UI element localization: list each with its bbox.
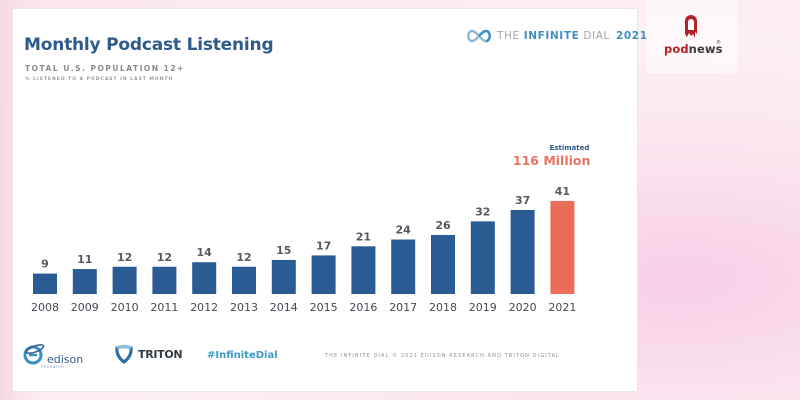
registered-mark: ® (716, 40, 721, 46)
value-label-2020: 37 (515, 194, 530, 207)
value-label-2019: 32 (475, 205, 490, 218)
year-label-2008: 2008 (31, 301, 59, 314)
brand-the: THE (497, 30, 520, 42)
bar-2013 (232, 266, 256, 294)
footer: edison research TRITON #InfiniteDial THE… (13, 339, 639, 379)
brand-infinite: INFINITE (523, 30, 580, 42)
bar-2019 (470, 221, 495, 294)
hashtag: #InfiniteDial (207, 350, 278, 361)
value-label-2017: 24 (396, 224, 412, 237)
triton-logo-icon (115, 344, 133, 364)
bar-2008 (33, 273, 57, 294)
value-label-2009: 11 (77, 253, 92, 266)
year-label-2020: 2020 (509, 301, 537, 314)
podnews-wordmark: podnews (664, 42, 723, 56)
edison-logo: edison research (23, 343, 84, 370)
infinity-icon (467, 29, 491, 43)
podnews-pod: pod (664, 42, 689, 56)
edison-text: edison (47, 353, 84, 366)
bar-2021 (550, 200, 575, 294)
chart-subtitle: TOTAL U.S. POPULATION 12+ (25, 64, 185, 73)
year-label-2013: 2013 (230, 301, 258, 314)
bar-2011 (152, 266, 177, 294)
value-label-2016: 21 (356, 230, 371, 243)
bar-2010 (112, 266, 137, 294)
bar-2016 (351, 246, 376, 294)
triton-logo: TRITON (114, 344, 183, 364)
value-label-2010: 12 (117, 251, 132, 264)
year-label-2014: 2014 (270, 301, 298, 314)
year-label-2021: 2021 (548, 301, 576, 314)
bar-2018 (431, 234, 455, 294)
value-label-2012: 14 (197, 246, 213, 259)
bar-2009 (72, 269, 97, 294)
bar-2014 (271, 259, 296, 294)
triton-text: TRITON (138, 347, 183, 361)
bars-group: 9 2008 11 2009 12 2010 12 2011 14 2012 12 2013 15 201… (31, 185, 576, 314)
bar-2020 (510, 210, 535, 294)
bar-2015 (311, 255, 336, 294)
podnews-news: news (688, 42, 723, 56)
year-label-2017: 2017 (389, 301, 417, 314)
year-label-2009: 2009 (71, 301, 99, 314)
chart-title: Monthly Podcast Listening (24, 35, 274, 55)
year-label-2012: 2012 (190, 301, 218, 314)
brand-year: 2021 (615, 30, 648, 42)
podnews-logo[interactable]: podnews ® (646, 0, 737, 73)
year-label-2016: 2016 (349, 301, 377, 314)
value-label-2015: 17 (316, 239, 331, 252)
annotation-label: Estimated (550, 144, 590, 152)
brand-dial: DIAL (583, 30, 610, 42)
edison-subtext: research (41, 365, 65, 370)
value-label-2008: 9 (41, 258, 49, 271)
year-label-2015: 2015 (310, 301, 338, 314)
year-label-2011: 2011 (150, 301, 178, 314)
year-label-2010: 2010 (111, 301, 139, 314)
value-label-2018: 26 (435, 219, 451, 232)
slide-card: Monthly Podcast Listening TOTAL U.S. POP… (12, 8, 647, 392)
year-label-2019: 2019 (469, 301, 497, 314)
chart-note: % LISTENED TO A PODCAST IN LAST MONTH (25, 77, 174, 82)
value-label-2013: 12 (236, 251, 251, 264)
value-label-2021: 41 (555, 185, 570, 198)
year-label-2018: 2018 (429, 301, 457, 314)
bar-2017 (391, 239, 416, 294)
edison-logo-icon (23, 344, 45, 365)
value-label-2014: 15 (276, 244, 291, 257)
value-label-2011: 12 (157, 251, 172, 264)
podnews-microphone-icon (685, 15, 697, 38)
bar-2012 (192, 262, 217, 294)
bar-chart: 9 2008 11 2009 12 2010 12 2011 14 2012 12 2013 15 201… (31, 144, 591, 314)
infinite-dial-logo: THE INFINITE DIAL 2021 (465, 29, 648, 43)
annotation-value: 116 Million (513, 153, 591, 168)
copyright: THE INFINITE DIAL © 2021 EDISON RESEARCH… (325, 353, 560, 359)
